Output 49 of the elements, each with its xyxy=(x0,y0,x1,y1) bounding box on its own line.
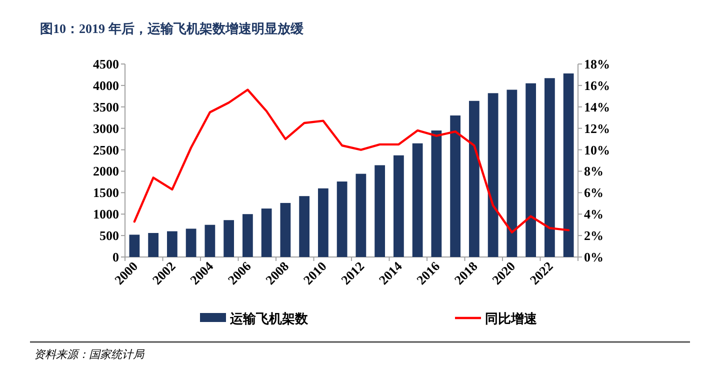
bar xyxy=(318,188,328,257)
y-tick-label: 2000 xyxy=(93,164,119,179)
bar xyxy=(468,100,480,257)
bar xyxy=(506,90,518,257)
y2-tick-label: 8% xyxy=(584,164,604,179)
y2-tick-label: 6% xyxy=(584,185,604,200)
bar xyxy=(356,174,366,257)
y-tick-label: 2500 xyxy=(93,142,119,158)
bar xyxy=(393,155,404,257)
y-tick-label: 1000 xyxy=(93,206,119,222)
bar xyxy=(544,78,555,257)
y-tick-label: 1500 xyxy=(93,185,119,200)
y-tick-label: 4000 xyxy=(93,78,119,93)
bar xyxy=(280,202,291,257)
y2-tick-label: 4% xyxy=(584,206,604,222)
bar xyxy=(450,115,461,257)
y-tick-label: 3000 xyxy=(93,120,119,136)
chart-title: 图10：2019 年后，运输飞机架数增速明显放缓 xyxy=(40,21,304,36)
y-tick-label: 0 xyxy=(112,250,119,264)
text: 资料来源：国家统计局 xyxy=(34,348,145,361)
bar xyxy=(431,130,442,257)
y2-tick-label: 0% xyxy=(584,250,604,264)
legend-label: 同比增速 xyxy=(485,311,538,326)
y2-tick-label: 16% xyxy=(584,78,610,93)
bar xyxy=(204,224,216,257)
y2-tick-label: 14% xyxy=(584,99,610,114)
bar xyxy=(261,208,272,257)
y-tick-label: 500 xyxy=(100,228,119,244)
y2-tick-label: 2% xyxy=(584,228,604,244)
y2-tick-label: 10% xyxy=(584,142,610,158)
bar xyxy=(299,196,310,257)
bar xyxy=(563,73,574,257)
bar xyxy=(224,220,234,257)
bar xyxy=(488,93,498,257)
bar xyxy=(412,143,423,257)
bar xyxy=(336,182,348,257)
y2-tick-label: 18% xyxy=(584,56,610,72)
bar xyxy=(242,214,253,257)
line-series xyxy=(133,88,570,234)
bar xyxy=(129,234,140,257)
bar xyxy=(166,231,178,257)
bar xyxy=(186,228,196,257)
legend-label: 运输飞机架数 xyxy=(229,311,309,326)
y2-tick-label: 12% xyxy=(584,120,610,136)
bar xyxy=(374,165,386,257)
bar xyxy=(526,83,536,257)
bar xyxy=(148,232,159,257)
y-tick-label: 3500 xyxy=(93,99,119,114)
y-tick-label: 4500 xyxy=(93,56,119,72)
